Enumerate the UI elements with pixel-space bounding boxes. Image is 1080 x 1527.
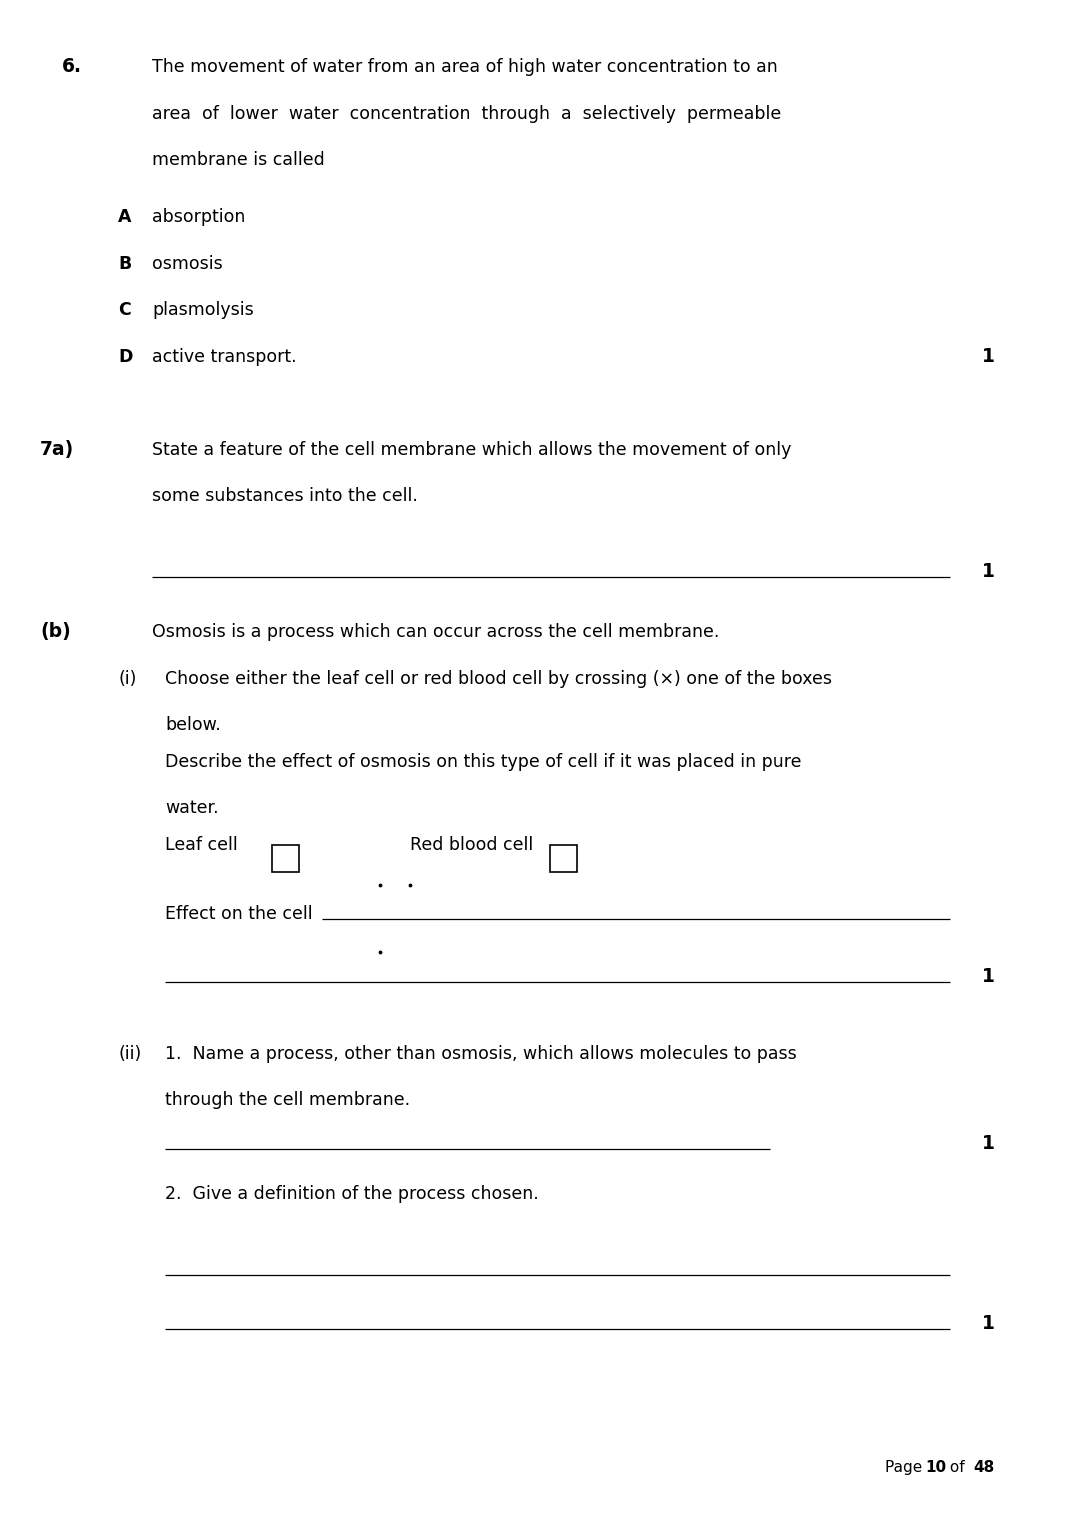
Text: 10: 10 <box>924 1460 946 1475</box>
Text: Osmosis is a process which can occur across the cell membrane.: Osmosis is a process which can occur acr… <box>152 623 719 641</box>
Text: Describe the effect of osmosis on this type of cell if it was placed in pure: Describe the effect of osmosis on this t… <box>165 753 801 771</box>
Bar <box>272 844 299 872</box>
Bar <box>550 844 577 872</box>
Text: Choose either the leaf cell or red blood cell by crossing (×) one of the boxes: Choose either the leaf cell or red blood… <box>165 670 832 689</box>
Text: Red blood cell: Red blood cell <box>410 835 534 854</box>
Text: 2.  Give a definition of the process chosen.: 2. Give a definition of the process chos… <box>165 1185 539 1203</box>
Text: State a feature of the cell membrane which allows the movement of only: State a feature of the cell membrane whi… <box>152 441 792 460</box>
Text: 6.: 6. <box>62 56 82 76</box>
Text: D: D <box>118 348 133 366</box>
Text: below.: below. <box>165 716 220 734</box>
Text: of: of <box>945 1460 970 1475</box>
Text: Leaf cell: Leaf cell <box>165 835 238 854</box>
Text: membrane is called: membrane is called <box>152 151 325 169</box>
Text: absorption: absorption <box>152 208 245 226</box>
Text: active transport.: active transport. <box>152 348 297 366</box>
Text: The movement of water from an area of high water concentration to an: The movement of water from an area of hi… <box>152 58 778 76</box>
Text: 48: 48 <box>973 1460 995 1475</box>
Text: 1: 1 <box>982 967 995 986</box>
Text: (i): (i) <box>118 670 136 689</box>
Text: 1: 1 <box>982 347 995 366</box>
Text: through the cell membrane.: through the cell membrane. <box>165 1090 410 1109</box>
Text: plasmolysis: plasmolysis <box>152 301 254 319</box>
Text: 1: 1 <box>982 562 995 580</box>
Text: water.: water. <box>165 799 218 817</box>
Text: 1: 1 <box>982 1135 995 1153</box>
Text: area  of  lower  water  concentration  through  a  selectively  permeable: area of lower water concentration throug… <box>152 105 781 124</box>
Text: 1.  Name a process, other than osmosis, which allows molecules to pass: 1. Name a process, other than osmosis, w… <box>165 1044 797 1063</box>
Text: osmosis: osmosis <box>152 255 222 273</box>
Text: Page: Page <box>885 1460 927 1475</box>
Text: B: B <box>118 255 132 273</box>
Text: some substances into the cell.: some substances into the cell. <box>152 487 418 505</box>
Text: 1: 1 <box>982 1315 995 1333</box>
Text: (ii): (ii) <box>118 1044 141 1063</box>
Text: (b): (b) <box>40 621 71 641</box>
Text: 7a): 7a) <box>40 440 75 460</box>
Text: A: A <box>118 208 132 226</box>
Text: C: C <box>118 301 131 319</box>
Text: Effect on the cell: Effect on the cell <box>165 906 312 922</box>
